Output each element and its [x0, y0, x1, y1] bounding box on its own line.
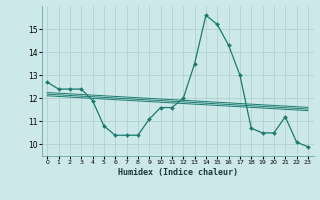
X-axis label: Humidex (Indice chaleur): Humidex (Indice chaleur): [118, 168, 237, 177]
